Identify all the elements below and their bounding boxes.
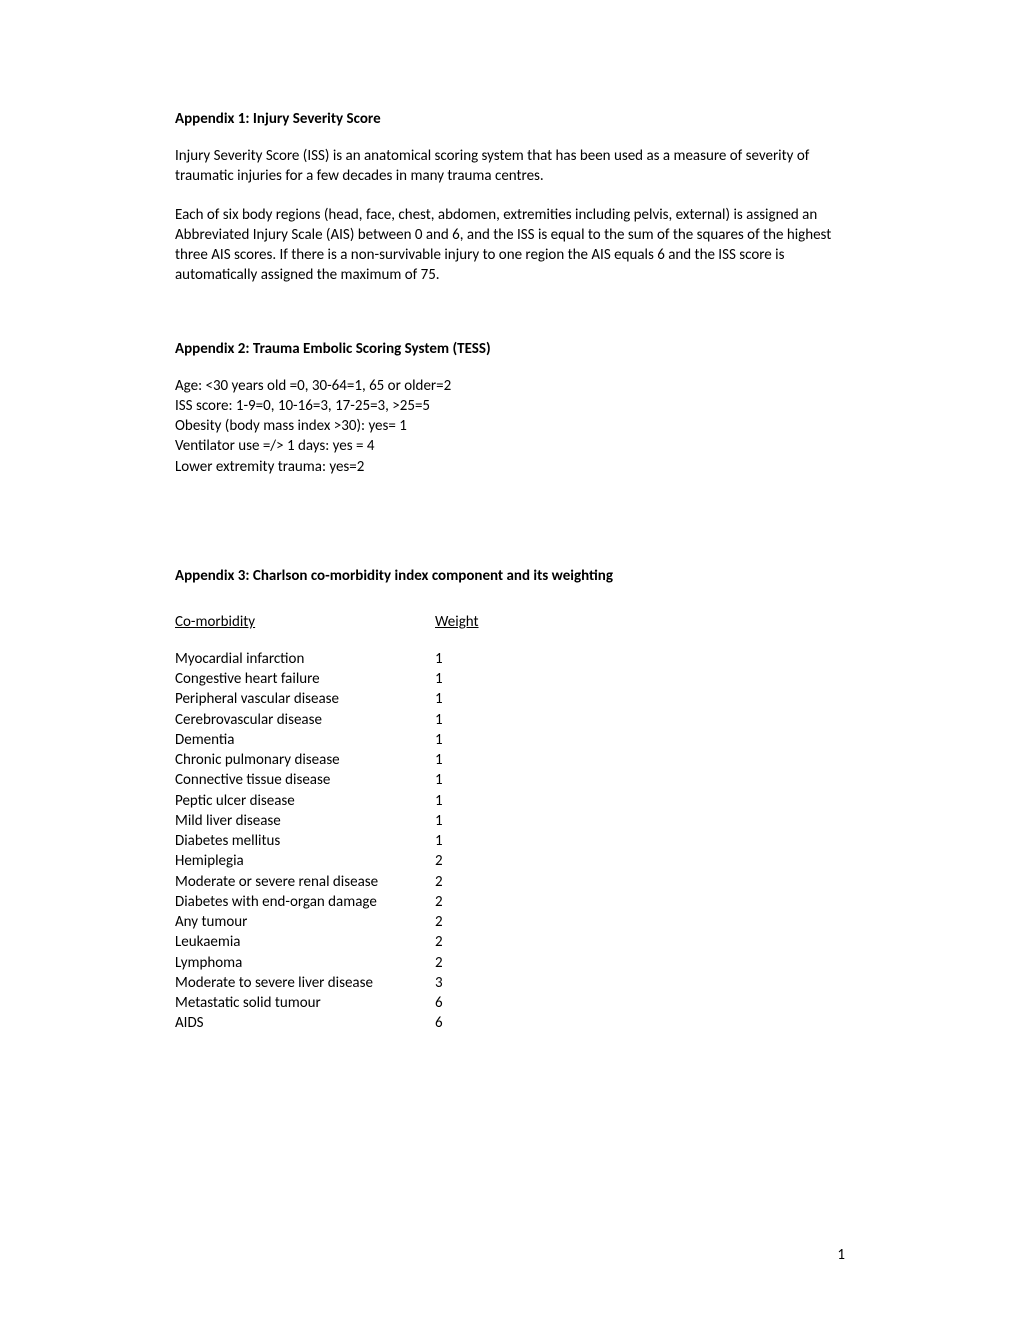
charlson-row-weight: 1 (435, 750, 443, 770)
charlson-row: Any tumour2 (175, 912, 845, 932)
charlson-row: Myocardial infarction1 (175, 649, 845, 669)
charlson-header-comorbidity: Co-morbidity (175, 613, 435, 631)
charlson-row-name: Diabetes mellitus (175, 831, 435, 851)
charlson-row-weight: 6 (435, 1013, 443, 1033)
charlson-row-name: Diabetes with end-organ damage (175, 892, 435, 912)
charlson-row: Peripheral vascular disease1 (175, 689, 845, 709)
charlson-row-name: Myocardial infarction (175, 649, 435, 669)
charlson-row: Mild liver disease1 (175, 811, 845, 831)
charlson-row-name: AIDS (175, 1013, 435, 1033)
appendix-1-para-1: Injury Severity Score (ISS) is an anatom… (175, 146, 845, 187)
charlson-row: Congestive heart failure1 (175, 669, 845, 689)
charlson-row-weight: 1 (435, 791, 443, 811)
charlson-row-name: Connective tissue disease (175, 770, 435, 790)
appendix-1-section: Appendix 1: Injury Severity Score Injury… (175, 110, 845, 286)
charlson-row: Connective tissue disease1 (175, 770, 845, 790)
charlson-row: Moderate or severe renal disease2 (175, 872, 845, 892)
tess-lower-extremity-line: Lower extremity trauma: yes=2 (175, 457, 845, 477)
charlson-row-name: Dementia (175, 730, 435, 750)
charlson-row-name: Moderate or severe renal disease (175, 872, 435, 892)
page-number: 1 (837, 1246, 845, 1264)
charlson-row: Diabetes with end-organ damage2 (175, 892, 845, 912)
charlson-row: AIDS6 (175, 1013, 845, 1033)
appendix-3-title: Appendix 3: Charlson co-morbidity index … (175, 567, 845, 585)
charlson-row-weight: 2 (435, 892, 443, 912)
charlson-row-weight: 1 (435, 710, 443, 730)
charlson-row-weight: 1 (435, 730, 443, 750)
charlson-row: Lymphoma2 (175, 953, 845, 973)
charlson-row: Peptic ulcer disease1 (175, 791, 845, 811)
charlson-row: Hemiplegia2 (175, 851, 845, 871)
charlson-row: Diabetes mellitus1 (175, 831, 845, 851)
charlson-row-name: Metastatic solid tumour (175, 993, 435, 1013)
charlson-row: Chronic pulmonary disease1 (175, 750, 845, 770)
charlson-row-weight: 1 (435, 770, 443, 790)
charlson-row-name: Peptic ulcer disease (175, 791, 435, 811)
tess-age-line: Age: <30 years old =0, 30-64=1, 65 or ol… (175, 376, 845, 396)
appendix-1-para-2: Each of six body regions (head, face, ch… (175, 205, 845, 286)
appendix-2-section: Appendix 2: Trauma Embolic Scoring Syste… (175, 340, 845, 477)
charlson-row-name: Hemiplegia (175, 851, 435, 871)
charlson-row-name: Lymphoma (175, 953, 435, 973)
charlson-row: Metastatic solid tumour6 (175, 993, 845, 1013)
charlson-row-name: Cerebrovascular disease (175, 710, 435, 730)
charlson-row-name: Leukaemia (175, 932, 435, 952)
charlson-row-weight: 1 (435, 669, 443, 689)
appendix-1-title: Appendix 1: Injury Severity Score (175, 110, 845, 128)
charlson-table-header: Co-morbidity Weight (175, 613, 845, 631)
charlson-row-name: Mild liver disease (175, 811, 435, 831)
charlson-row-weight: 1 (435, 831, 443, 851)
tess-iss-line: ISS score: 1-9=0, 10-16=3, 17-25=3, >25=… (175, 396, 845, 416)
charlson-row-name: Chronic pulmonary disease (175, 750, 435, 770)
tess-ventilator-line: Ventilator use =/> 1 days: yes = 4 (175, 436, 845, 456)
charlson-row-weight: 2 (435, 851, 443, 871)
charlson-row: Cerebrovascular disease1 (175, 710, 845, 730)
charlson-row-name: Any tumour (175, 912, 435, 932)
charlson-row-weight: 1 (435, 689, 443, 709)
charlson-row-weight: 2 (435, 912, 443, 932)
appendix-2-title: Appendix 2: Trauma Embolic Scoring Syste… (175, 340, 845, 358)
charlson-row-name: Congestive heart failure (175, 669, 435, 689)
charlson-header-weight: Weight (435, 613, 479, 631)
charlson-row-weight: 6 (435, 993, 443, 1013)
charlson-row-weight: 3 (435, 973, 443, 993)
charlson-row: Moderate to severe liver disease3 (175, 973, 845, 993)
charlson-row-weight: 2 (435, 872, 443, 892)
charlson-row-weight: 2 (435, 953, 443, 973)
charlson-row-weight: 1 (435, 649, 443, 669)
charlson-row-weight: 1 (435, 811, 443, 831)
charlson-row-name: Peripheral vascular disease (175, 689, 435, 709)
charlson-row-weight: 2 (435, 932, 443, 952)
tess-obesity-line: Obesity (body mass index >30): yes= 1 (175, 416, 845, 436)
appendix-3-section: Appendix 3: Charlson co-morbidity index … (175, 567, 845, 1034)
charlson-row-name: Moderate to severe liver disease (175, 973, 435, 993)
charlson-row: Leukaemia2 (175, 932, 845, 952)
charlson-table-body: Myocardial infarction1Congestive heart f… (175, 649, 845, 1034)
charlson-row: Dementia1 (175, 730, 845, 750)
